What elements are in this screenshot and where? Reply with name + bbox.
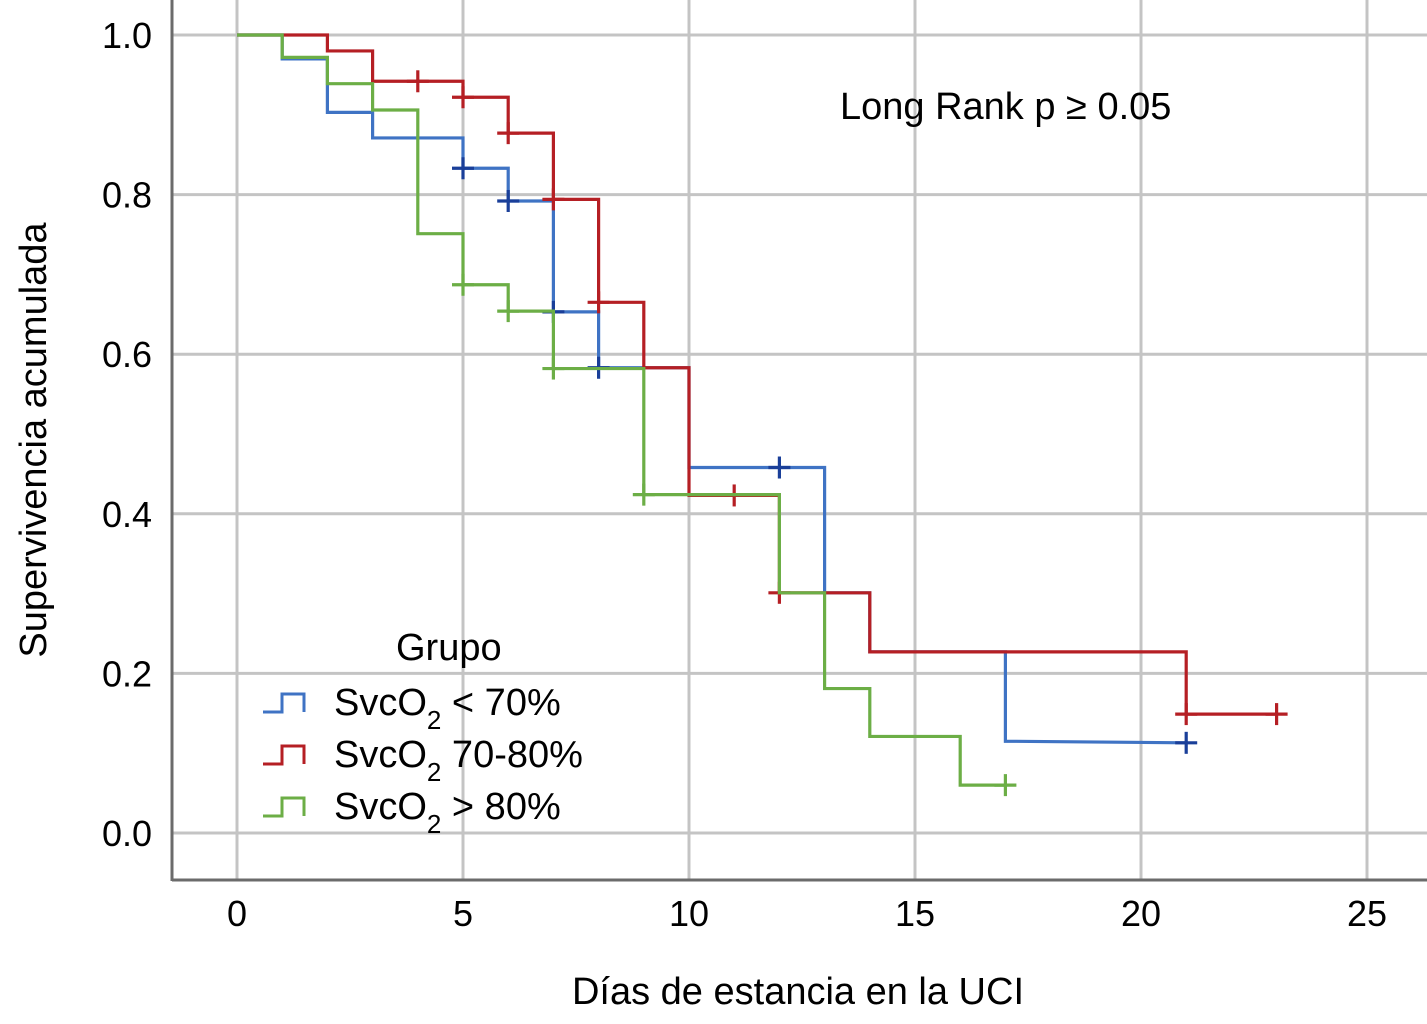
series-3: [237, 33, 1017, 797]
x-tick-label: 15: [895, 893, 935, 934]
y-tick-label: 0.0: [102, 813, 152, 854]
y-tick-label: 0.2: [102, 653, 152, 694]
survival-curve: [237, 33, 1277, 716]
censor-mark: [452, 86, 474, 109]
x-tick-label: 20: [1121, 893, 1161, 934]
x-tick-labels: 0 5 10 15 20 25: [227, 893, 1387, 934]
y-tick-label: 0.6: [102, 334, 152, 375]
survival-curve: [237, 33, 1006, 787]
series-group: [237, 33, 1288, 797]
legend: Grupo SvcO2 < 70%SvcO2 70-80%SvcO2 > 80%: [263, 627, 583, 839]
censor-mark: [632, 483, 655, 506]
censor-mark: [994, 774, 1017, 797]
legend-label: SvcO2 70-80%: [334, 734, 583, 787]
long-rank-annotation: Long Rank p ≥ 0.05: [840, 86, 1171, 128]
series-1: [237, 33, 1198, 754]
censor-mark: [497, 122, 520, 145]
x-axis-title: Días de estancia en la UCI: [572, 971, 1024, 1013]
legend-swatch-icon: [263, 744, 306, 766]
censor-mark: [452, 273, 474, 296]
censor-mark: [406, 70, 429, 93]
legend-entry: SvcO2 < 70%: [263, 682, 561, 735]
legend-label: SvcO2 < 70%: [334, 682, 561, 735]
censor-mark: [497, 300, 520, 323]
censor-mark: [1175, 731, 1198, 754]
legend-swatch-icon: [263, 796, 306, 818]
y-tick-label: 0.4: [102, 494, 152, 535]
x-tick-label: 0: [227, 893, 247, 934]
x-tick-label: 5: [453, 893, 473, 934]
legend-entry: SvcO2 > 80%: [263, 786, 561, 839]
grid: [172, 0, 1427, 880]
censor-mark: [768, 456, 791, 479]
legend-entry: SvcO2 70-80%: [263, 734, 583, 787]
y-axis-title: Supervivencia acumulada: [13, 222, 55, 658]
y-tick-labels: 0.0 0.2 0.4 0.6 0.8 1.0: [102, 15, 152, 854]
legend-label: SvcO2 > 80%: [334, 786, 561, 839]
legend-title: Grupo: [396, 627, 502, 669]
y-tick-label: 1.0: [102, 15, 152, 56]
censor-mark: [452, 157, 474, 180]
y-tick-label: 0.8: [102, 175, 152, 216]
censor-mark: [1265, 703, 1288, 726]
survival-curve: [237, 33, 1187, 745]
x-tick-label: 25: [1347, 893, 1387, 934]
censor-mark: [542, 357, 565, 380]
x-tick-label: 10: [669, 893, 709, 934]
axes: [170, 0, 1427, 882]
censor-mark: [497, 189, 520, 212]
censor-mark: [1175, 703, 1198, 726]
legend-swatch-icon: [263, 692, 306, 714]
censor-mark: [587, 291, 610, 314]
censor-mark: [542, 188, 565, 211]
